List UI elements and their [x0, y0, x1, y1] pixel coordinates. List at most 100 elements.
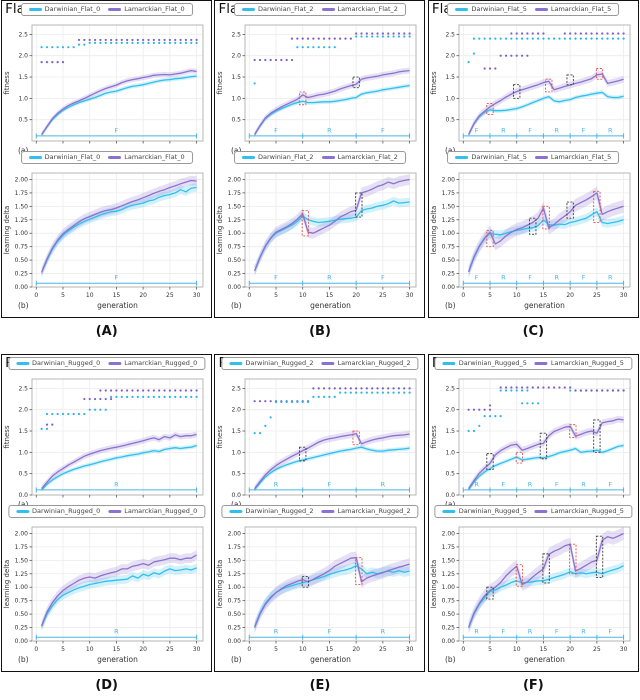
significance-dot: [83, 43, 86, 46]
significance-dot: [318, 37, 321, 40]
significance-dot: [136, 395, 140, 399]
significance-dot: [307, 400, 310, 404]
legend: Darwinian_Rugged_2 Lamarckian_Rugged_2: [221, 505, 419, 518]
y-tick-label: 2.5: [232, 385, 242, 392]
darwinian-line: [467, 211, 624, 273]
highlight-box: [355, 557, 363, 585]
x-tick-label: 0: [461, 292, 465, 299]
significance-dot: [126, 389, 129, 392]
panel-caption: (D): [95, 678, 118, 693]
fitness-chart: R 0.0 0.5 1.0 1.5 2.0 2.5 fitness (a): [3, 378, 204, 509]
learning-delta-chart: F R F R F R 0.00 0.25 0.50 0.75 1.00 1.25 1.50 1.75 2.…: [430, 172, 631, 310]
phase-label: R: [608, 274, 613, 282]
x-axis-label: generation: [524, 655, 565, 664]
phase-label: F: [555, 628, 559, 636]
highlight-box: [299, 91, 307, 106]
x-axis-label: generation: [524, 301, 565, 310]
significance-dot: [259, 432, 262, 435]
x-tick-label: 0: [35, 646, 39, 653]
darwinian-line: [41, 444, 197, 491]
x-tick-label: 10: [299, 646, 307, 653]
y-tick-label: 1.50: [15, 557, 29, 564]
significance-dot: [56, 61, 59, 64]
fitness-chart: F R F R F R 0.5 1.0 1.5 2.0 2.5 fitness (a): [430, 24, 631, 155]
x-tick-label: 25: [593, 292, 601, 299]
x-tick-label: 15: [539, 646, 547, 653]
significance-dot: [616, 32, 620, 35]
x-tick-label: 30: [620, 646, 628, 653]
y-tick-label: 0.5: [19, 471, 29, 478]
phase-label: F: [555, 480, 559, 488]
x-tick-label: 30: [193, 292, 201, 299]
highlight-box: [515, 451, 523, 464]
significance-dot: [398, 391, 401, 394]
significance-dot: [168, 395, 172, 399]
darwinian-line: [41, 567, 197, 627]
x-tick-label: 25: [166, 292, 174, 299]
y-tick-label: 0.00: [15, 284, 29, 291]
significance-dot: [584, 32, 588, 35]
significance-dot: [195, 395, 198, 399]
legend: Darwinian_Rugged_5 Lamarckian_Rugged_5: [434, 357, 632, 370]
panel-cell-Flat_5: Flat_5Darwinian_Flat_5Lamarckian_Flat_5F…: [427, 0, 640, 346]
legend-item: Lamarckian_Flat_0: [108, 6, 185, 13]
significance-dot: [606, 32, 609, 35]
y-tick-label: 1.50: [441, 557, 455, 564]
significance-dot: [515, 32, 518, 35]
significance-dot: [83, 397, 86, 401]
lamarckian-line: [254, 178, 411, 272]
significance-dot: [478, 37, 481, 40]
x-axis-label: generation: [311, 655, 352, 664]
significance-dot: [355, 387, 358, 390]
phase-label: R: [381, 480, 386, 488]
significance-dot: [483, 415, 486, 418]
significance-dot: [590, 37, 593, 40]
legend-item: Darwinian_Rugged_0: [16, 508, 100, 515]
significance-dot: [78, 38, 81, 42]
significance-dot: [494, 415, 497, 418]
significance-dot: [526, 32, 529, 35]
significance-dot: [158, 38, 161, 42]
significance-dot: [499, 54, 502, 57]
phase-label: F: [528, 274, 532, 282]
x-tick-label: 20: [566, 646, 574, 653]
y-tick-label: 1.00: [228, 584, 242, 591]
significance-dot: [350, 391, 353, 394]
x-tick-label: 30: [193, 646, 201, 653]
x-tick-label: 30: [406, 646, 414, 653]
y-tick-label: 1.25: [15, 217, 29, 224]
significance-dot: [392, 35, 396, 38]
significance-dot: [622, 389, 625, 392]
y-tick-label: 2.00: [441, 176, 455, 183]
significance-dot: [142, 389, 145, 392]
significance-dot: [520, 389, 523, 392]
legend-label: Lamarckian_Rugged_5: [550, 507, 624, 515]
significance-dot: [611, 32, 614, 35]
significance-dot: [51, 412, 54, 416]
significance-dot: [542, 386, 545, 389]
significance-dot: [355, 35, 358, 38]
significance-dot: [328, 46, 332, 49]
panel-Flat_5: Flat_5Darwinian_Flat_5Lamarckian_Flat_5F…: [427, 0, 639, 318]
significance-dot: [398, 32, 401, 35]
x-tick-label: 0: [461, 646, 465, 653]
significance-dot: [371, 391, 374, 394]
significance-dot: [328, 387, 332, 390]
significance-dot: [542, 32, 545, 35]
subplot-label-a: (a): [231, 146, 242, 155]
significance-dot: [504, 389, 507, 392]
significance-dot: [184, 395, 188, 399]
significance-dot: [46, 46, 49, 49]
significance-dot: [542, 37, 545, 40]
x-axis-label: generation: [97, 655, 138, 664]
significance-dot: [291, 400, 294, 404]
y-tick-label: 0.5: [232, 471, 242, 478]
y-tick-label: 0.75: [228, 244, 242, 251]
panel-caption: (B): [309, 324, 331, 339]
phase-label: R: [474, 480, 479, 488]
y-axis-label: learning delta: [430, 560, 438, 609]
y-tick-label: 1.00: [441, 230, 455, 237]
significance-dot: [408, 387, 412, 390]
highlight-box: [568, 543, 577, 575]
significance-dot: [312, 37, 315, 40]
